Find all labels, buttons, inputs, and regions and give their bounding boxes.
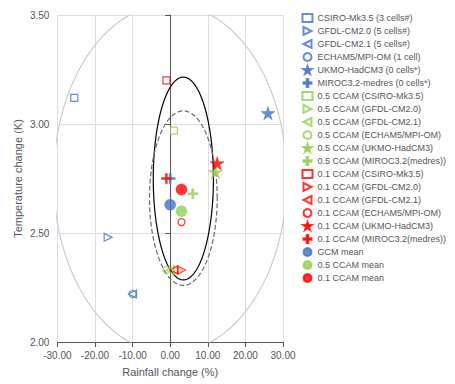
svg-text:0.5 CCAM (GFDL-CM2.1): 0.5 CCAM (GFDL-CM2.1)	[317, 117, 421, 127]
svg-text:0.5 CCAM (GFDL-CM2.0): 0.5 CCAM (GFDL-CM2.0)	[317, 104, 421, 114]
svg-text:MIROC3.2-medres (0 cells*): MIROC3.2-medres (0 cells*)	[317, 78, 430, 88]
svg-text:-30.00: -30.00	[43, 350, 72, 361]
svg-text:0.5 CCAM (MIROC3.2(medres)): 0.5 CCAM (MIROC3.2(medres))	[317, 156, 446, 166]
svg-text:UKMO-HadCM3 (0 cells*): UKMO-HadCM3 (0 cells*)	[317, 65, 420, 75]
svg-text:CSIRO-Mk3.5 (3 cells#): CSIRO-Mk3.5 (3 cells#)	[317, 13, 412, 23]
svg-text:0.1 CCAM (GFDL-CM2.1): 0.1 CCAM (GFDL-CM2.1)	[317, 195, 421, 205]
svg-text:0.1 CCAM (GFDL-CM2.0): 0.1 CCAM (GFDL-CM2.0)	[317, 182, 421, 192]
svg-text:Temperature change (K): Temperature change (K)	[12, 119, 24, 238]
svg-text:30.00: 30.00	[270, 350, 295, 361]
svg-text:Rainfall change (%): Rainfall change (%)	[122, 366, 218, 378]
svg-text:0.5 CCAM (CSIRO-Mk3.5): 0.5 CCAM (CSIRO-Mk3.5)	[317, 91, 423, 101]
svg-text:2.50: 2.50	[30, 228, 50, 239]
svg-text:0.1 CCAM (ECHAM5/MPI-OM): 0.1 CCAM (ECHAM5/MPI-OM)	[317, 208, 441, 218]
svg-text:3.00: 3.00	[30, 119, 50, 130]
svg-text:0.1 CCAM (CSIRO-Mk3.5): 0.1 CCAM (CSIRO-Mk3.5)	[317, 169, 423, 179]
svg-text:10.00: 10.00	[195, 350, 220, 361]
svg-text:0.5 CCAM (UKMO-HadCM3): 0.5 CCAM (UKMO-HadCM3)	[317, 143, 433, 153]
svg-text:0.1 CCAM mean: 0.1 CCAM mean	[317, 273, 384, 283]
svg-text:GFDL-CM2.1 (5 cells#): GFDL-CM2.1 (5 cells#)	[317, 39, 410, 49]
svg-text:GCM mean: GCM mean	[317, 247, 363, 257]
svg-text:0.1 CCAM (UKMO-HadCM3): 0.1 CCAM (UKMO-HadCM3)	[317, 221, 433, 231]
svg-text:0.1 CCAM (MIROC3.2(medres)): 0.1 CCAM (MIROC3.2(medres))	[317, 234, 446, 244]
svg-text:0.5 CCAM (ECHAM5/MPI-OM): 0.5 CCAM (ECHAM5/MPI-OM)	[317, 130, 441, 140]
svg-text:-10.00: -10.00	[118, 350, 147, 361]
svg-text:GFDL-CM2.0 (5 cells#): GFDL-CM2.0 (5 cells#)	[317, 26, 410, 36]
svg-text:3.50: 3.50	[30, 10, 50, 21]
svg-text:2.00: 2.00	[30, 337, 50, 348]
svg-text:0.00: 0.00	[160, 350, 180, 361]
svg-text:0.5 CCAM mean: 0.5 CCAM mean	[317, 260, 384, 270]
svg-text:-20.00: -20.00	[81, 350, 110, 361]
svg-text:ECHAM5/MPI-OM (1 cell): ECHAM5/MPI-OM (1 cell)	[317, 52, 420, 62]
svg-text:20.00: 20.00	[233, 350, 258, 361]
